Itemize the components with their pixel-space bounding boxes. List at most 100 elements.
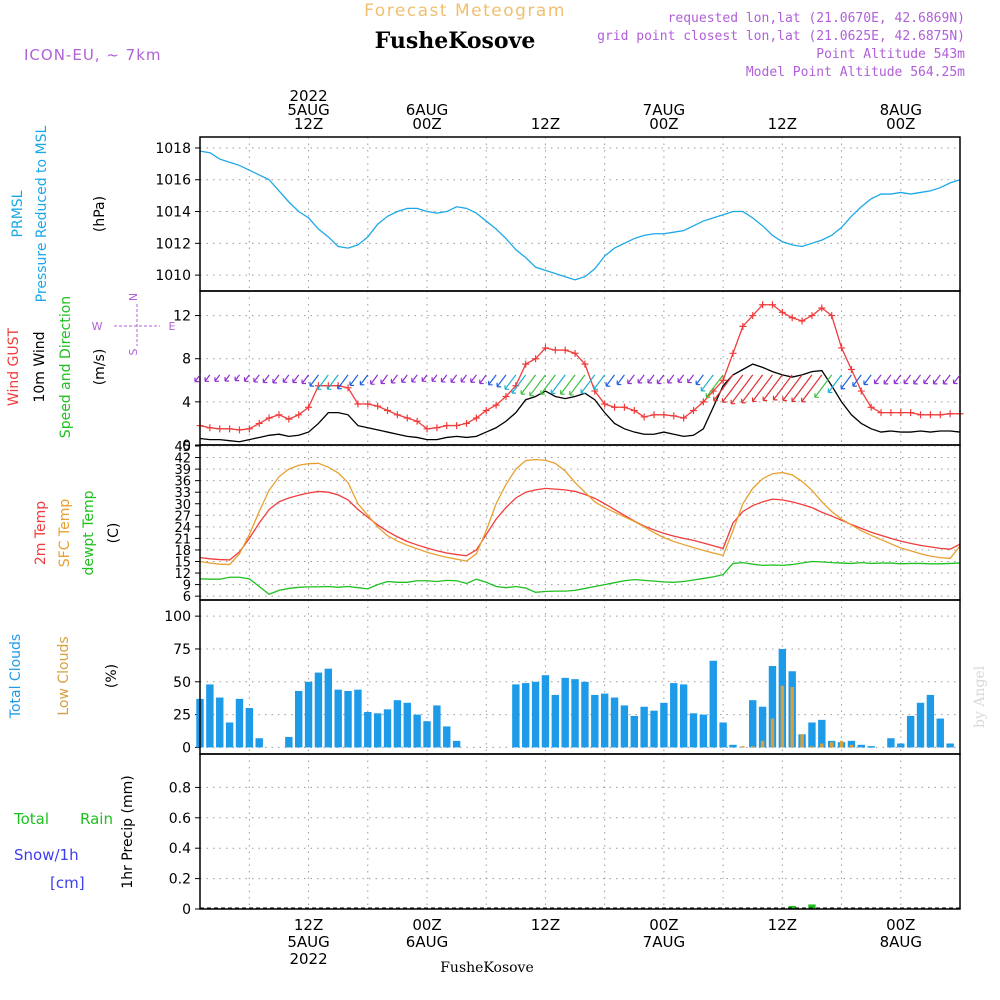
total-clouds-bar xyxy=(926,694,935,748)
y-tick-label: 15 xyxy=(174,556,191,571)
gust-marker xyxy=(768,301,776,309)
credit-watermark: by Angel xyxy=(972,665,988,728)
footer-location: FusheKosove xyxy=(440,960,534,976)
time-label-top: 00Z xyxy=(649,115,678,133)
wind-direction-arrow xyxy=(214,374,221,382)
panel-wind: 0 4 8 12 Wind GUST 10m Wind Speed and Directio… xyxy=(6,290,964,454)
gust-marker xyxy=(857,387,865,395)
total-clouds-bar xyxy=(946,743,954,748)
gust-marker xyxy=(640,413,648,421)
wind-direction-arrow xyxy=(616,374,625,386)
gust-marker xyxy=(374,402,382,410)
total-clouds-bar xyxy=(443,726,451,748)
total-clouds-bar xyxy=(364,711,372,748)
wind-direction-arrow xyxy=(741,374,764,404)
wind-direction-arrow xyxy=(569,374,586,396)
sfc-temp-line xyxy=(199,458,961,566)
wind-direction-arrow xyxy=(194,374,201,383)
wind-direction-arrow xyxy=(316,374,329,390)
y-axis-label: Total Clouds xyxy=(8,634,24,719)
low-clouds-bar xyxy=(839,740,844,748)
gust-marker xyxy=(443,422,451,430)
point-altitude: Point Altitude 543m xyxy=(816,47,965,62)
total-clouds-bar xyxy=(600,693,609,748)
gust-marker xyxy=(887,409,895,417)
total-clouds-bar xyxy=(719,722,727,748)
total-clouds-bar xyxy=(433,705,441,748)
y-axis-label: Wind GUST xyxy=(6,327,22,406)
gust-marker xyxy=(265,414,273,422)
gust-marker xyxy=(690,406,698,414)
total-clouds-bar xyxy=(561,677,569,748)
low-clouds-bar xyxy=(751,746,755,748)
time-label-top: 6AUG xyxy=(406,101,448,119)
total-clouds-bar xyxy=(551,694,560,748)
gust-marker xyxy=(561,346,569,354)
wind-direction-arrow xyxy=(253,374,260,383)
gust-marker xyxy=(926,411,934,419)
wind-direction-arrow xyxy=(511,374,527,394)
wind-direction-arrow xyxy=(520,374,537,395)
total-clouds-bar xyxy=(216,697,224,748)
wind-gust-line xyxy=(199,304,960,431)
time-label-bottom: 00Z xyxy=(649,916,678,934)
wind-direction-arrow xyxy=(656,374,665,385)
dewpt-temp-line xyxy=(199,560,961,595)
panel-frame xyxy=(199,136,961,292)
wind-direction-arrow xyxy=(593,374,606,390)
y-axis-label: 10m Wind xyxy=(32,331,48,402)
y-tick-label: 27 xyxy=(174,509,191,524)
gust-marker xyxy=(384,406,392,414)
time-label-top: 12Z xyxy=(531,115,560,133)
gust-marker xyxy=(917,411,925,419)
wind-direction-arrow xyxy=(677,374,685,383)
wind-direction-arrow xyxy=(667,374,675,384)
wind-direction-arrow xyxy=(637,374,645,384)
total-clouds-bar xyxy=(206,684,214,748)
total-clouds-bar xyxy=(541,675,550,748)
wind-direction-arrow xyxy=(952,374,961,385)
legend-snow-unit: [cm] xyxy=(50,874,85,892)
total-clouds-bar xyxy=(245,708,254,748)
total-clouds-bar xyxy=(235,698,244,748)
y-tick-label: 12 xyxy=(174,567,191,582)
wind-direction-arrow xyxy=(309,374,319,387)
wind-direction-arrow xyxy=(224,374,231,382)
y-tick-label: 0 xyxy=(182,438,191,454)
gust-marker xyxy=(206,424,214,432)
y-axis-label: (%) xyxy=(104,664,120,688)
total-clouds-bar xyxy=(857,744,865,748)
total-clouds-bar xyxy=(324,668,333,748)
time-label-bottom: 00Z xyxy=(886,916,915,934)
wind-direction-arrow xyxy=(580,374,596,394)
time-label-top: 8AUG xyxy=(880,101,922,119)
wind-direction-arrow xyxy=(801,374,823,403)
gust-marker xyxy=(492,401,500,409)
time-label-bottom: 2022 xyxy=(289,950,327,968)
wind-direction-arrow xyxy=(647,374,655,384)
total-clouds-bar xyxy=(906,715,915,748)
wind-direction-arrow xyxy=(359,374,369,386)
y-axis-label: Pressure Reduced to MSL xyxy=(34,125,50,302)
total-clouds-bar xyxy=(749,700,757,748)
total-clouds-bar xyxy=(660,702,668,748)
wind-direction-arrow xyxy=(883,374,892,385)
wind-compass: N S W E xyxy=(92,293,176,356)
gust-marker xyxy=(739,322,747,330)
gust-marker xyxy=(877,409,885,417)
y-tick-label: 30 xyxy=(174,498,191,513)
wind-direction-arrow xyxy=(840,374,852,390)
y-tick-label: 1012 xyxy=(155,236,191,252)
y-tick-label: 1016 xyxy=(155,173,191,189)
gust-marker xyxy=(867,403,875,411)
gust-marker xyxy=(601,400,609,408)
low-clouds-bar xyxy=(820,743,824,748)
gust-marker xyxy=(828,312,836,320)
total-clouds-bar xyxy=(679,684,688,748)
low-clouds-bar xyxy=(760,740,765,748)
low-clouds-bar xyxy=(780,685,785,748)
y-tick-label: 0.6 xyxy=(169,811,191,827)
total-clouds-bar xyxy=(344,690,352,748)
low-clouds-bar xyxy=(810,746,814,748)
total-clouds-bar xyxy=(936,718,944,748)
